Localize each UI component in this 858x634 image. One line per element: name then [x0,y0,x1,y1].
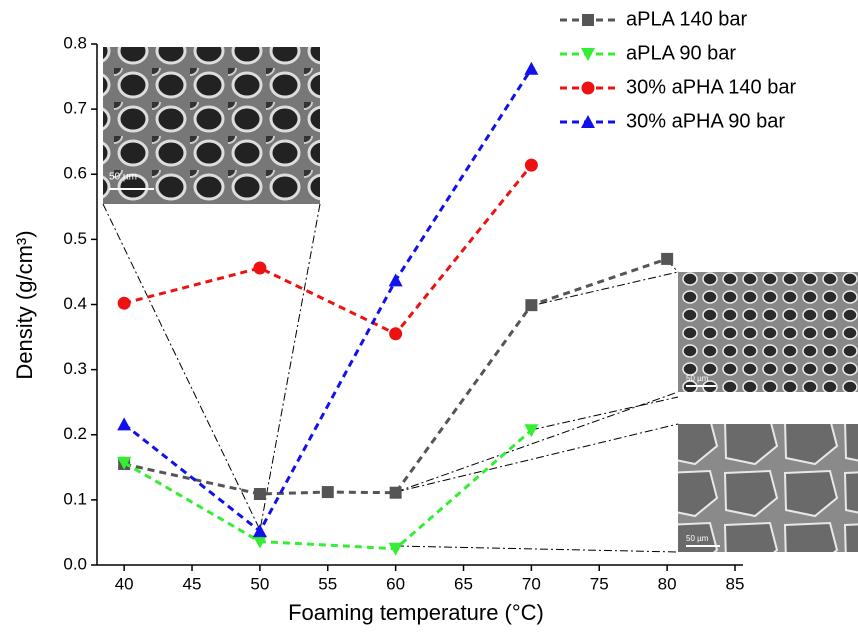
marker [661,252,674,265]
sem-image [678,272,858,392]
x-tick-label: 40 [115,574,134,593]
series-line [123,67,533,534]
inset: 50 µm [678,272,858,392]
x-tick-label: 80 [658,574,677,593]
marker [117,456,132,470]
series-line [123,164,533,336]
marker [252,535,267,549]
marker [389,327,403,341]
y-tick-label: 0.4 [63,294,87,313]
marker [252,524,267,538]
scale-label: 50 µm [686,374,709,383]
connectors [102,203,679,553]
marker [524,424,539,438]
x-axis-label: Foaming temperature (°C) [288,600,544,625]
legend-label: 30% aPHA 140 bar [626,76,796,98]
marker [389,486,402,499]
x-tick-label: 75 [590,574,609,593]
x-tick-label: 50 [250,574,269,593]
legend-label: aPLA 140 bar [626,8,748,30]
x-tick-label: 85 [726,574,745,593]
legend-label: aPLA 90 bar [626,42,736,64]
inset: 50 µm [678,424,858,552]
x-tick-label: 45 [183,574,202,593]
marker [582,14,594,26]
x-tick-label: 65 [454,574,473,593]
marker [388,273,403,287]
marker [525,299,538,312]
scale-label: 50 µm [686,534,709,543]
series-line [123,429,533,551]
marker [581,48,595,61]
inset: 50 µm [103,47,320,204]
x-tick-label: 60 [386,574,405,593]
y-tick-label: 0.8 [63,33,87,52]
marker [581,115,595,128]
marker [253,488,266,501]
y-tick-label: 0.6 [63,164,87,183]
y-tick-label: 0.5 [63,229,87,248]
x-tick-label: 70 [522,574,541,593]
sem-image [678,424,858,552]
y-tick-label: 0.1 [63,489,87,508]
marker [321,486,334,499]
marker [524,158,538,172]
series-line [123,257,668,496]
x-tick-label: 55 [318,574,337,593]
legend-label: 30% aPHA 90 bar [626,110,785,132]
marker [581,81,595,95]
marker [253,261,267,275]
scale-label: 50 µm [109,172,137,183]
marker [388,542,403,556]
y-tick-label: 0.2 [63,424,87,443]
y-tick-label: 0.7 [63,99,87,118]
y-tick-label: 0.3 [63,359,87,378]
y-tick-label: 0.0 [63,554,87,573]
y-axis-label: Density (g/cm³) [12,230,37,379]
marker [524,61,539,75]
marker [117,296,131,310]
sem-image [103,47,320,204]
marker [117,417,132,431]
